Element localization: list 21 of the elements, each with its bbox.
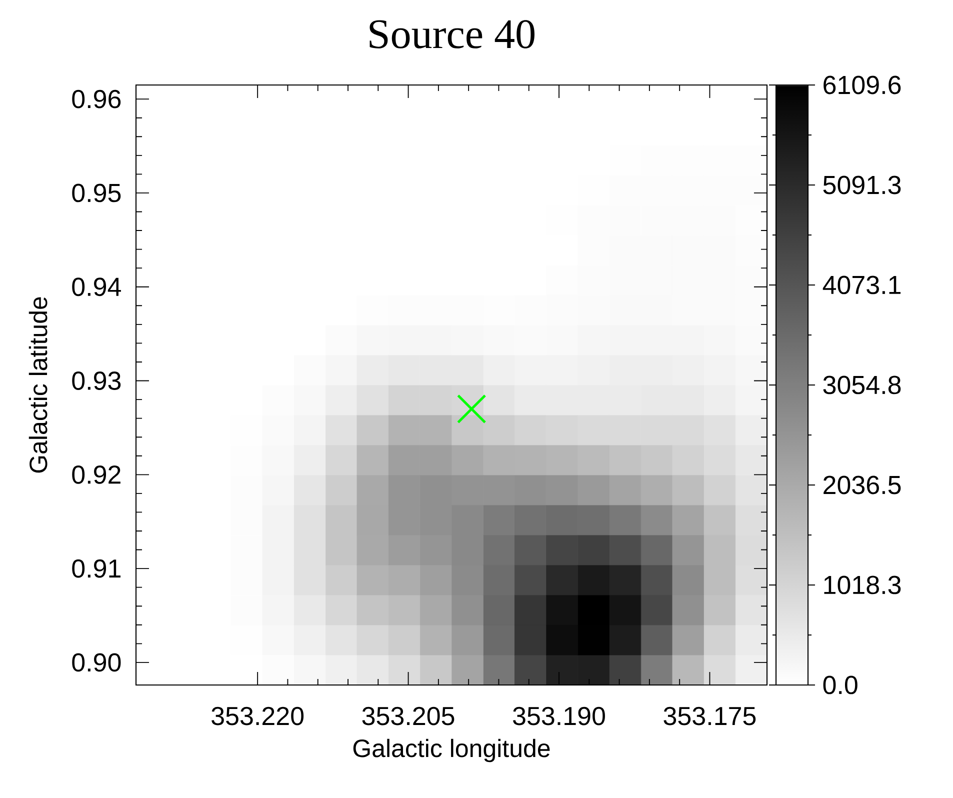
x-axis-title: Galactic longitude (353, 738, 550, 762)
x-tick-label: 353.175 (664, 706, 756, 726)
x-tick-label: 353.205 (362, 706, 454, 726)
y-tick-label: 0.95 (72, 184, 121, 202)
color-bar-label: 2036.5 (824, 476, 901, 494)
y-tick-label: 0.96 (72, 90, 121, 108)
y-tick-label: 0.94 (72, 278, 121, 296)
chart-title: Source 40 (370, 20, 534, 48)
color-bar-label: 5091.3 (823, 176, 901, 194)
color-bar-label: 3054.8 (823, 376, 901, 394)
color-bar-label: 4073.1 (822, 276, 901, 294)
y-tick-label: 0.93 (72, 372, 121, 390)
color-bar-label: 0.0 (823, 676, 858, 694)
y-tick-label: 0.91 (72, 559, 120, 578)
y-tick-label: 0.92 (72, 465, 120, 484)
x-tick-label: 353.220 (212, 706, 304, 726)
y-axis-title: Galactic latitude (28, 297, 48, 473)
x-tick-label: 353.190 (513, 706, 605, 726)
y-tick-label: 0.90 (72, 653, 121, 672)
color-bar-label: 6109.6 (824, 76, 901, 94)
color-bar-label: 1018.3 (824, 576, 901, 594)
